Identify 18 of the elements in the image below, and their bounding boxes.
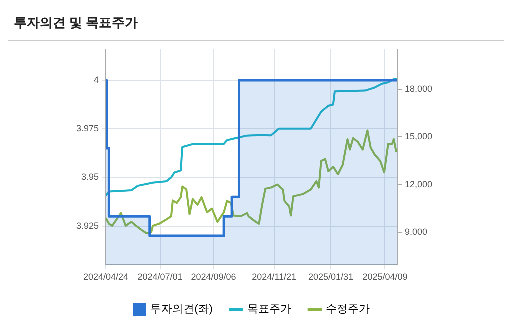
legend-label: 목표주가 — [247, 304, 292, 316]
chart-title: 투자의견 및 목표주가 — [8, 8, 504, 41]
x-tick-label: 2025/04/09 — [362, 272, 408, 282]
legend-label: 투자의견(좌) — [150, 304, 213, 316]
x-tick-label: 2025/01/31 — [308, 272, 354, 282]
y-tick-label: 3.975 — [76, 124, 99, 134]
x-tick-label: 2024/07/01 — [138, 272, 183, 282]
y-tick-label: 4 — [94, 74, 99, 85]
y2-tick-label: 9,000 — [405, 226, 428, 237]
x-tick-label: 2024/04/24 — [83, 272, 129, 282]
y2-tick-label: 15,000 — [405, 132, 433, 142]
x-tick-label: 2024/11/21 — [252, 272, 297, 282]
y-tick-label: 3.925 — [76, 220, 99, 231]
y2-tick-label: 18,000 — [405, 84, 433, 94]
y2-tick-label: 12,000 — [405, 179, 433, 190]
y-tick-label: 3.95 — [81, 172, 99, 182]
x-tick-label: 2024/09/06 — [191, 272, 236, 282]
legend-label: 수정주가 — [326, 304, 370, 316]
